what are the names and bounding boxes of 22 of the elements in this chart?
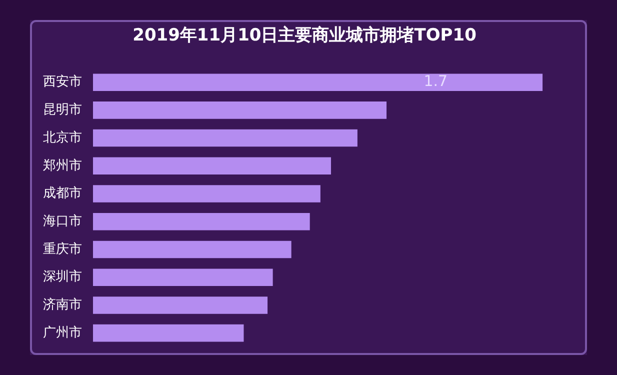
bar [93,74,543,91]
bar [93,185,320,202]
bar [93,240,292,258]
bar [93,129,358,147]
bar [93,102,387,119]
y-tick-label: 海口市 [43,214,82,230]
bar [93,157,331,175]
bar [93,268,273,286]
y-tick-label: 昆明市 [43,102,82,118]
y-tick-label: 郑州市 [43,158,82,174]
chart-title: 2019年11月10日主要商业城市拥堵TOP10 [132,26,477,46]
y-tick-label: 济南市 [43,298,82,313]
bar [93,212,310,230]
y-tick-label: 广州市 [43,325,82,340]
bar [93,296,268,314]
y-tick-label: 深圳市 [43,270,82,285]
y-tick-label: 北京市 [43,130,82,146]
y-tick-label: 重庆市 [43,242,82,257]
data-label: 1.7 [424,72,448,90]
bar [93,324,244,342]
y-tick-label: 西安市 [43,74,82,90]
y-tick-label: 成都市 [43,186,82,202]
